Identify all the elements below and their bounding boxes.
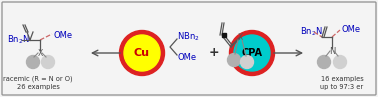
Text: OMe: OMe — [341, 26, 360, 35]
Circle shape — [234, 35, 270, 71]
Circle shape — [124, 35, 160, 71]
Text: up to 97:3 er: up to 97:3 er — [321, 84, 364, 90]
Circle shape — [318, 55, 330, 68]
Text: Bn$_2$N: Bn$_2$N — [7, 34, 29, 46]
FancyBboxPatch shape — [2, 2, 376, 95]
Circle shape — [26, 55, 39, 68]
Text: CPA: CPA — [242, 48, 262, 58]
Circle shape — [42, 55, 54, 68]
Text: +: + — [209, 46, 219, 59]
Text: NBn$_2$: NBn$_2$ — [177, 31, 200, 43]
Text: 16 examples: 16 examples — [321, 76, 363, 82]
Text: N: N — [329, 46, 335, 55]
Text: racemic (R = N or O): racemic (R = N or O) — [3, 76, 73, 82]
Text: Bn$_2$N: Bn$_2$N — [300, 26, 322, 38]
Circle shape — [333, 55, 347, 68]
Circle shape — [228, 54, 240, 67]
Circle shape — [229, 30, 274, 75]
Text: X: X — [237, 32, 243, 42]
Text: X: X — [37, 48, 43, 58]
Circle shape — [240, 55, 254, 68]
Text: OMe: OMe — [53, 30, 72, 39]
Circle shape — [119, 30, 164, 75]
Text: OMe: OMe — [177, 54, 196, 62]
Text: Cu: Cu — [134, 48, 150, 58]
Text: 26 examples: 26 examples — [17, 84, 59, 90]
